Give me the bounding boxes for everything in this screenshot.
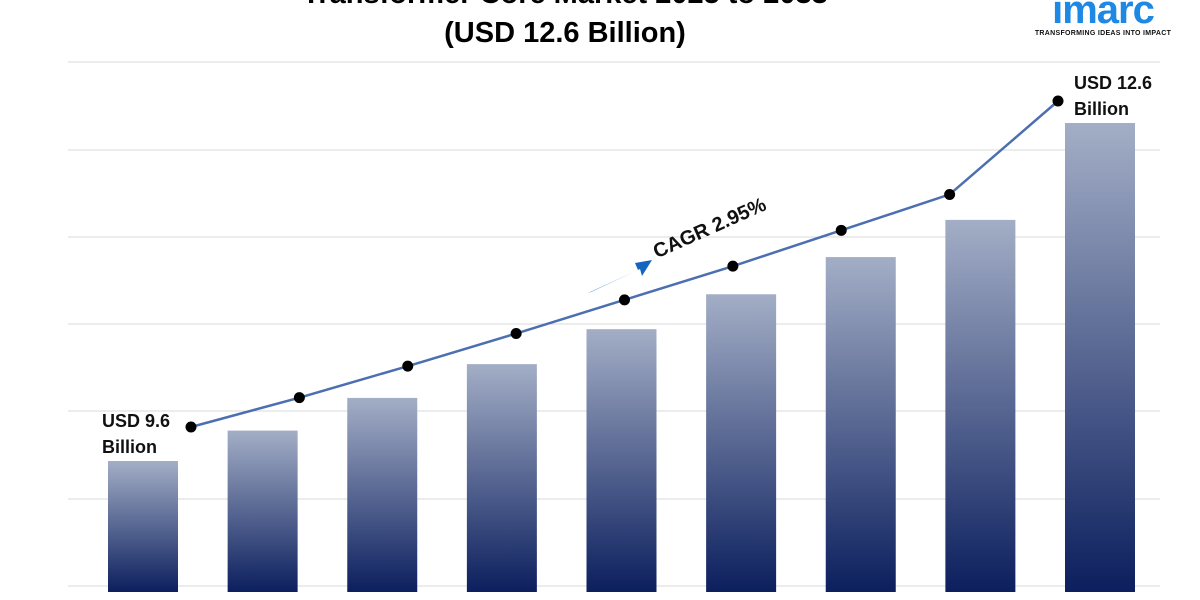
start-value-label: USD 9.6 Billion (102, 408, 170, 460)
bar (466, 364, 537, 592)
bar (227, 430, 298, 592)
trend-markers (185, 95, 1064, 433)
trend-marker (619, 294, 630, 306)
bar (108, 461, 178, 592)
chart-subtitle: (USD 12.6 Billion) (444, 17, 686, 49)
end-value-label: USD 12.6 Billion (1074, 70, 1152, 122)
trend-marker (510, 328, 522, 340)
end-value-amount: USD 12.6 (1074, 73, 1153, 93)
chart-title: Transformer Core Market 2025 to 2033 (0, 0, 1130, 11)
trend-marker (293, 392, 305, 404)
bar (347, 397, 418, 592)
bar (1065, 123, 1135, 592)
bar (706, 294, 777, 592)
logo-wordmark: imarc (1052, 0, 1155, 32)
trend-marker (1052, 95, 1064, 107)
trend-marker (727, 260, 739, 272)
cagr-arrow (588, 260, 652, 293)
trend-marker (402, 360, 414, 372)
bars (108, 123, 1135, 593)
bar (825, 257, 896, 592)
end-value-unit: Billion (1074, 99, 1129, 119)
bar (945, 219, 1016, 593)
trend-marker (185, 421, 197, 433)
cagr-arrow-shape (588, 260, 652, 293)
trend-marker (835, 224, 847, 236)
trend-marker (944, 188, 956, 200)
bar (586, 329, 657, 592)
imarc-logo: imarc TRANSFORMING IDEAS INTO IMPACT (1028, 0, 1178, 37)
start-value-amount: USD 9.6 (102, 411, 171, 431)
logo-tagline: TRANSFORMING IDEAS INTO IMPACT (1034, 30, 1172, 37)
start-value-unit: Billion (102, 437, 157, 457)
